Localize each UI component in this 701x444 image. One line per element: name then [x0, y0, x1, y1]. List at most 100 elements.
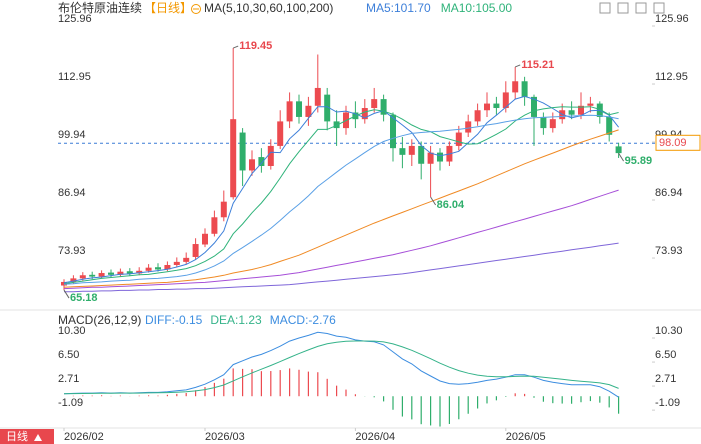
- candle-body: [427, 152, 434, 164]
- ma-toggle-icon[interactable]: [191, 4, 201, 14]
- candle-body: [540, 116, 547, 129]
- candle-body: [155, 267, 161, 270]
- period-tab-label[interactable]: 日线: [6, 429, 28, 443]
- y-tick-label-right: -1.09: [655, 397, 680, 409]
- candle-body: [70, 278, 77, 282]
- annotation-label: 65.18: [70, 292, 98, 304]
- candle-body: [493, 103, 500, 109]
- candle-body: [324, 94, 331, 122]
- candle-body: [531, 96, 537, 117]
- candle-body: [286, 101, 293, 122]
- icon[interactable]: [617, 2, 629, 14]
- candle-body: [296, 101, 302, 117]
- candle-body: [465, 121, 472, 133]
- x-tick-label: 2026/03: [205, 431, 245, 443]
- candle-body: [89, 274, 96, 277]
- y-tick-label-right: 125.96: [655, 13, 689, 25]
- candle-body: [230, 119, 237, 198]
- candle-body: [108, 272, 114, 275]
- icon[interactable]: [635, 2, 647, 14]
- candle-body: [587, 103, 594, 106]
- x-tick-label: 2026/02: [64, 431, 104, 443]
- candle-body: [258, 157, 265, 166]
- y-tick-label-right: 112.95: [655, 71, 688, 83]
- candle-body: [455, 132, 462, 146]
- y-tick-label-right: 6.50: [655, 349, 676, 361]
- candle-body: [615, 146, 622, 154]
- candle-body: [267, 145, 274, 166]
- ma-line: [63, 114, 619, 285]
- y-tick-label-right: 10.30: [655, 325, 683, 337]
- x-tick-label: 2026/05: [506, 431, 546, 443]
- candle-body: [578, 105, 584, 115]
- candle-body: [512, 81, 519, 93]
- candle-body: [249, 159, 255, 171]
- y-tick-label: 10.30: [58, 325, 86, 337]
- legend-entry: DEA:1.23: [210, 313, 262, 327]
- candle-body: [164, 264, 171, 270]
- annotation-label: 119.45: [239, 40, 272, 52]
- legend-entry: DIFF:-0.15: [145, 313, 203, 327]
- annotation-label: 86.04: [437, 199, 465, 211]
- legend-entry: MA5:101.70: [366, 1, 431, 15]
- annotation-pointer: [233, 45, 239, 49]
- macd-title: MACD(26,12,9): [58, 313, 141, 327]
- x-tick-label: 2026/04: [355, 431, 395, 443]
- candle-body: [305, 105, 312, 117]
- annotation-pointer: [515, 64, 521, 68]
- ma-line: [63, 129, 619, 288]
- y-tick-label: 2.71: [58, 373, 79, 385]
- candle-body: [79, 275, 86, 279]
- candle-body: [521, 81, 528, 97]
- icon[interactable]: [653, 2, 665, 14]
- candle-body: [371, 99, 378, 109]
- icon[interactable]: [599, 2, 611, 14]
- candle-body: [361, 108, 368, 120]
- tab-arrow: [34, 434, 42, 441]
- candle-body: [418, 145, 425, 164]
- candle-body: [390, 114, 396, 149]
- candle-body: [314, 87, 321, 106]
- candle-body: [173, 261, 180, 265]
- candle-body: [202, 233, 208, 245]
- y-tick-label-right: 86.94: [655, 187, 683, 199]
- candle-body: [568, 110, 575, 115]
- candle-body: [117, 271, 124, 275]
- annotation-label: 115.21: [521, 59, 554, 71]
- y-tick-label-right: 2.71: [655, 373, 676, 385]
- ma-line: [63, 106, 619, 285]
- candle-body: [136, 270, 143, 274]
- candle-body: [126, 271, 133, 274]
- candle-body: [484, 103, 490, 111]
- y-tick-label: 112.95: [58, 71, 91, 83]
- candle-body: [408, 145, 415, 155]
- ma-line: [63, 95, 619, 284]
- annotation-pointer: [63, 289, 70, 299]
- candle-body: [220, 201, 227, 218]
- candle-body: [549, 119, 556, 129]
- legend-entry: MACD:-2.76: [270, 313, 336, 327]
- price-marker-label: 98.09: [659, 137, 687, 149]
- toolbar-icons: [599, 2, 665, 14]
- candle-body: [437, 152, 443, 162]
- candle-body: [192, 244, 199, 257]
- y-tick-label: 86.94: [58, 187, 86, 199]
- candle-body: [502, 92, 509, 109]
- y-tick-label: 73.93: [58, 245, 86, 257]
- y-tick-label: 6.50: [58, 349, 79, 361]
- ma-label: MA(5,10,30,60,100,200): [204, 1, 333, 15]
- candle-body: [183, 257, 190, 262]
- candle-body: [277, 121, 284, 146]
- candle-body: [145, 267, 152, 271]
- legend-entry: MA10:105.00: [441, 1, 513, 15]
- candle-body: [380, 99, 387, 115]
- macd-line: [63, 340, 619, 395]
- annotation-pointer: [618, 152, 625, 162]
- y-tick-label: -1.09: [58, 397, 83, 409]
- candle-body: [399, 148, 406, 155]
- candle-body: [474, 110, 481, 122]
- chart-title: 布伦特原油连续: [58, 0, 142, 15]
- candle-body: [98, 273, 105, 277]
